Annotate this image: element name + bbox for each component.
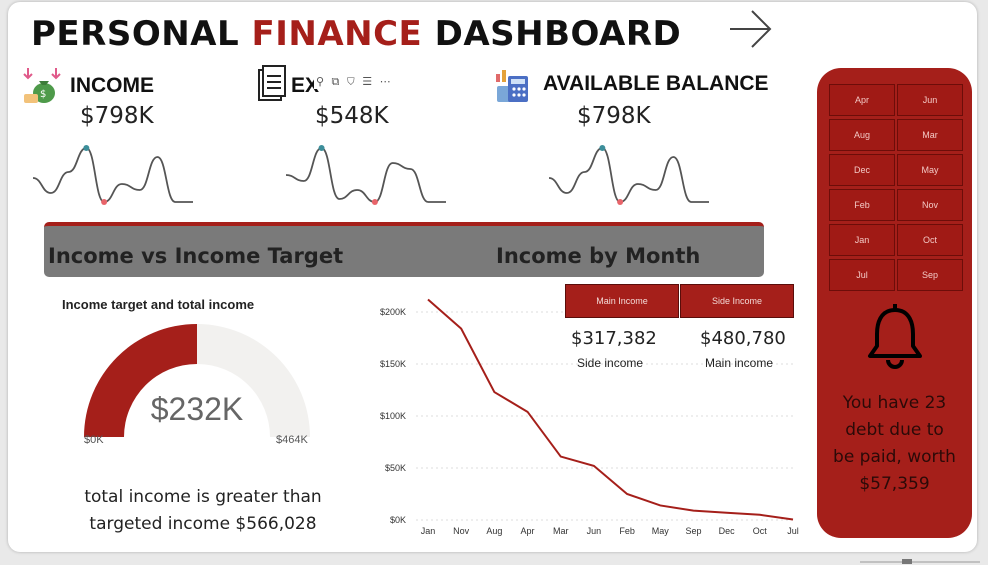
arrow-right-icon[interactable] bbox=[728, 8, 774, 50]
balance-sparkline bbox=[548, 145, 709, 205]
x-tick-label: Sep bbox=[685, 526, 701, 536]
month-button-jan[interactable]: Jan bbox=[829, 224, 895, 256]
gauge-value-label: $232K bbox=[151, 391, 244, 427]
scroll-indicator[interactable] bbox=[860, 556, 980, 565]
month-button-apr[interactable]: Apr bbox=[829, 84, 895, 116]
x-tick-label: Jun bbox=[587, 526, 602, 536]
sparkline-max-marker bbox=[599, 145, 606, 151]
receipt-icon bbox=[258, 65, 286, 101]
x-tick-label: Dec bbox=[719, 526, 736, 536]
gauge-max-label: $464K bbox=[276, 434, 308, 446]
money-bag-icon: $ bbox=[23, 68, 61, 103]
income-gauge[interactable]: $232K bbox=[74, 312, 324, 452]
sparkline-min-marker bbox=[371, 199, 378, 205]
expenses-label: EX bbox=[291, 74, 320, 97]
month-button-oct[interactable]: Oct bbox=[897, 224, 963, 256]
gauge-min-label: $0K bbox=[84, 434, 104, 446]
month-button-feb[interactable]: Feb bbox=[829, 189, 895, 221]
y-tick-label: $150K bbox=[380, 359, 406, 369]
month-button-dec[interactable]: Dec bbox=[829, 154, 895, 186]
y-tick-label: $100K bbox=[380, 411, 406, 421]
x-tick-label: Apr bbox=[521, 526, 535, 536]
income-sparkline bbox=[32, 145, 193, 205]
month-button-mar[interactable]: Mar bbox=[897, 119, 963, 151]
x-tick-label: May bbox=[652, 526, 670, 536]
side-income-value: $317,382 bbox=[571, 328, 657, 349]
x-tick-label: Oct bbox=[753, 526, 768, 536]
y-tick-label: $50K bbox=[385, 463, 406, 473]
main-income-button[interactable]: Main Income bbox=[565, 284, 679, 318]
x-tick-label: Nov bbox=[453, 526, 470, 536]
sparkline-min-marker bbox=[101, 199, 108, 205]
sparkline-path bbox=[285, 147, 446, 203]
side-income-label: Side income bbox=[577, 356, 644, 370]
section-header-band: Income vs Income Target Income by Month bbox=[44, 222, 764, 277]
svg-text:$: $ bbox=[40, 89, 46, 100]
sparkline-min-marker bbox=[617, 199, 624, 205]
x-tick-label: Aug bbox=[486, 526, 502, 536]
sparkline-max-marker bbox=[83, 145, 90, 151]
income-value: $798K bbox=[80, 103, 154, 129]
income-vs-target-title: Income vs Income Target bbox=[48, 244, 344, 268]
income-target-note: total income is greater than targeted in… bbox=[84, 487, 322, 534]
visual-toolbar[interactable]: ⚲ ⧉ ⛉ ☰ ⋯ bbox=[314, 75, 395, 89]
bell-icon bbox=[868, 304, 922, 369]
month-button-jul[interactable]: Jul bbox=[829, 259, 895, 291]
sparkline-path bbox=[32, 147, 193, 203]
income-line bbox=[427, 298, 794, 521]
x-tick-label: Jan bbox=[421, 526, 436, 536]
month-button-may[interactable]: May bbox=[897, 154, 963, 186]
y-tick-label: $200K bbox=[380, 307, 406, 317]
income-by-month-title: Income by Month bbox=[496, 244, 701, 268]
x-tick-label: Feb bbox=[619, 526, 635, 536]
month-button-nov[interactable]: Nov bbox=[897, 189, 963, 221]
expenses-sparkline bbox=[285, 145, 446, 205]
month-button-sep[interactable]: Sep bbox=[897, 259, 963, 291]
side-panel: Apr Jun Aug Mar Dec May Feb Nov Jan Oct Jul Sep You… bbox=[817, 68, 972, 538]
gauge-title: Income target and total income bbox=[62, 297, 255, 312]
side-income-button[interactable]: Side Income bbox=[680, 284, 794, 318]
sparkline-max-marker bbox=[318, 145, 325, 151]
main-income-value: $480,780 bbox=[700, 328, 786, 349]
month-button-aug[interactable]: Aug bbox=[829, 119, 895, 151]
x-tick-label: Jul bbox=[787, 526, 799, 536]
main-income-label: Main income bbox=[705, 356, 774, 370]
y-tick-label: $0K bbox=[390, 515, 406, 525]
available-balance-label: AVAILABLE BALANCE bbox=[543, 72, 769, 95]
income-by-month-chart[interactable]: $0K $50K $100K $150K $200K Jan Nov Aug Apr Mar Jun… bbox=[358, 290, 803, 540]
x-tick-label: Mar bbox=[553, 526, 569, 536]
available-balance-value: $798K bbox=[577, 103, 651, 129]
calculator-icon bbox=[496, 70, 528, 102]
dashboard-canvas: PERSONAL FINANCE DASHBOARD $ INCOME $798… bbox=[8, 2, 977, 552]
gauge-fill bbox=[84, 324, 197, 437]
sparkline-path bbox=[548, 147, 709, 203]
page-title: PERSONAL FINANCE DASHBOARD bbox=[31, 14, 682, 54]
debt-alert-text: You have 23 debt due to be paid, worth $… bbox=[833, 393, 956, 494]
month-slicer: Apr Jun Aug Mar Dec May Feb Nov Jan Oct Jul Sep bbox=[829, 84, 963, 291]
month-button-jun[interactable]: Jun bbox=[897, 84, 963, 116]
income-label: INCOME bbox=[70, 74, 154, 97]
expenses-value: $548K bbox=[315, 103, 389, 129]
